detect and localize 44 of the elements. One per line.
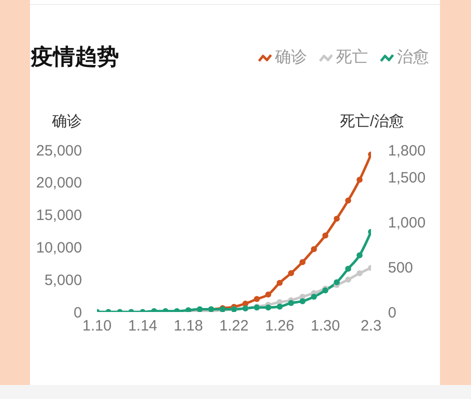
- point: [334, 216, 340, 222]
- point: [334, 279, 340, 286]
- y2-tick-label: 1,000: [388, 214, 426, 232]
- y-axis-title: 确诊: [52, 112, 82, 131]
- point: [345, 266, 352, 272]
- x-tick-label: 1.22: [219, 318, 249, 335]
- x-tick-label: 1.26: [265, 318, 294, 335]
- y2-axis-title: 死亡/治愈: [340, 112, 404, 131]
- point: [276, 304, 283, 310]
- point: [276, 280, 283, 286]
- point: [356, 176, 363, 183]
- y2-tick-label: 0: [388, 304, 396, 322]
- chart-title: 疫情趋势: [31, 43, 119, 71]
- point: [345, 276, 352, 283]
- y2-tick-label: 500: [388, 259, 414, 276]
- point: [310, 294, 317, 300]
- point: [254, 296, 260, 302]
- point: [265, 292, 272, 298]
- legend-label: 死亡: [336, 48, 368, 68]
- y-tick-label: 25,000: [36, 142, 82, 160]
- y-tick-label: 15,000: [36, 207, 82, 224]
- point: [288, 300, 294, 306]
- x-tick-label: 1.14: [128, 318, 158, 335]
- y-tick-label: 10,000: [36, 240, 82, 257]
- x-tick-label: 1.30: [310, 318, 340, 335]
- legend-label: 确诊: [275, 48, 307, 68]
- point: [288, 270, 294, 276]
- point: [300, 259, 306, 266]
- point: [356, 252, 363, 258]
- y2-tick-label: 1,800: [388, 142, 426, 160]
- point: [310, 246, 317, 252]
- y2-tick-label: 1,500: [388, 169, 426, 186]
- point: [345, 198, 352, 204]
- y-tick-label: 0: [74, 304, 82, 322]
- point: [265, 304, 272, 310]
- legend-label: 治愈: [397, 48, 429, 68]
- x-tick-label: 1.18: [174, 318, 203, 335]
- y-tick-label: 5,000: [44, 272, 82, 289]
- point: [322, 232, 328, 239]
- x-tick-label: 2.3: [360, 318, 382, 335]
- y-tick-label: 20,000: [36, 174, 82, 192]
- point: [356, 270, 363, 276]
- x-tick-label: 1.10: [82, 318, 112, 335]
- point: [300, 298, 306, 304]
